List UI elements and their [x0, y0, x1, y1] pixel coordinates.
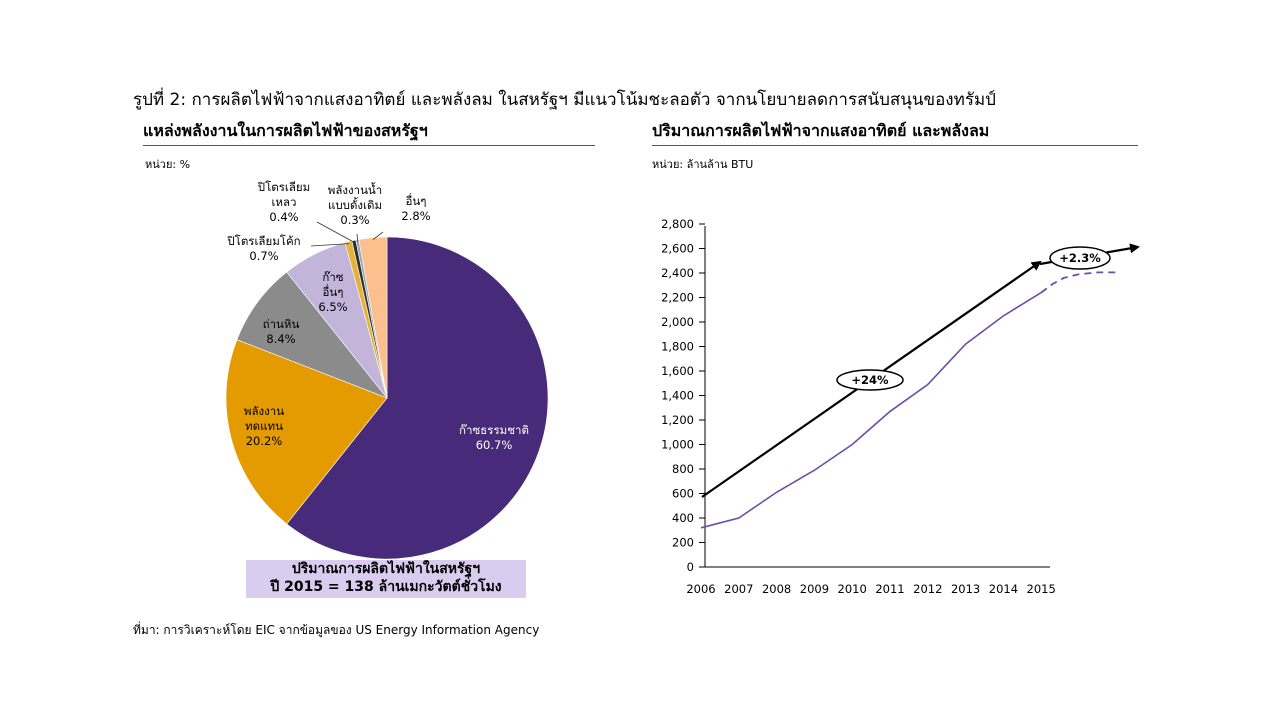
- y-tick-label-3: 600: [672, 487, 694, 501]
- y-tick-label-14: 2,800: [661, 217, 694, 231]
- pie-label-5-line-0: ปิโตรเลียม: [257, 180, 310, 194]
- y-tick-label-5: 1,000: [661, 438, 694, 452]
- y-tick-label-2: 400: [672, 511, 694, 525]
- note-line-1: ปริมาณการผลิตไฟฟ้าในสหรัฐฯ: [291, 561, 481, 577]
- pie-label-2-line-1: 8.4%: [266, 332, 295, 346]
- pie-label-0-line-0: ก๊าซธรรมชาติ: [459, 423, 529, 437]
- pie-label-0-line-1: 60.7%: [476, 438, 513, 452]
- pie-slice-2: [236, 271, 388, 399]
- pie-label-1-line-1: ทดแทน: [245, 419, 283, 433]
- figure-title: รูปที่ 2: การผลิตไฟฟ้าจากแสงอาทิตย์ และพ…: [133, 90, 996, 110]
- x-tick-label-1: 2007: [724, 582, 753, 596]
- x-tick-label-7: 2013: [951, 582, 980, 596]
- pie-label-2-line-0: ถ่านหิน: [263, 317, 300, 331]
- pie-label-4-line-0: ปิโตรเลียมโค้ก: [227, 234, 301, 248]
- trend-label-2: +2.3%: [1059, 251, 1101, 265]
- y-tick-label-11: 2,200: [661, 291, 694, 305]
- y-tick-label-6: 1,200: [661, 413, 694, 427]
- x-tick-label-6: 2012: [913, 582, 942, 596]
- x-tick-label-5: 2011: [875, 582, 904, 596]
- pie-label-6-line-2: 0.3%: [340, 213, 369, 227]
- line-title-divider: [652, 145, 1138, 146]
- pie-label-7-line-1: 2.8%: [401, 209, 430, 223]
- pie-slice-0: [286, 236, 549, 560]
- pie-label-4: ปิโตรเลียมโค้ก0.7%: [227, 234, 349, 263]
- pie-label-3: ก๊าซอื่นๆ6.5%: [318, 270, 347, 314]
- pie-leader-4: [310, 243, 349, 247]
- y-tick-label-7: 1,400: [661, 389, 694, 403]
- pie-title-divider: [143, 145, 595, 146]
- pie-chart-title: แหล่งพลังงานในการผลิตไฟฟ้าของสหรัฐฯ: [143, 121, 428, 140]
- trend-label-1-oval: [836, 369, 904, 391]
- x-tick-label-2: 2008: [762, 582, 791, 596]
- pie-unit-label: หน่วย: %: [145, 158, 191, 171]
- pie-label-7-line-0: อื่นๆ: [405, 193, 426, 208]
- y-tick-label-1: 200: [672, 536, 694, 550]
- pie-label-3-line-1: อื่นๆ: [322, 284, 343, 299]
- pie-label-5-line-1: เหลว: [271, 195, 296, 209]
- x-tick-label-9: 2015: [1027, 582, 1056, 596]
- x-tick-label-3: 2009: [800, 582, 829, 596]
- pie-label-4-line-1: 0.7%: [249, 249, 278, 263]
- pie-label-2: ถ่านหิน8.4%: [263, 317, 300, 346]
- production-note-box: ปริมาณการผลิตไฟฟ้าในสหรัฐฯ ปี 2015 = 138…: [246, 560, 526, 598]
- y-tick-label-0: 0: [687, 560, 694, 574]
- pie-label-1-line-2: 20.2%: [246, 434, 283, 448]
- y-tick-label-4: 800: [672, 462, 694, 476]
- pie-leader-6: [356, 233, 359, 242]
- pie-leader-7: [372, 231, 384, 240]
- x-tick-label-0: 2006: [686, 582, 715, 596]
- trend-label-1: +24%: [851, 373, 889, 387]
- x-tick-label-8: 2014: [989, 582, 1018, 596]
- y-tick-label-13: 2,600: [661, 242, 694, 256]
- pie-label-1-line-0: พลังงาน: [244, 404, 284, 418]
- pie-slice-7: [358, 236, 388, 399]
- line-unit-label: หน่วย: ล้านล้าน BTU: [652, 158, 754, 171]
- y-tick-label-10: 2,000: [661, 315, 694, 329]
- y-tick-label-12: 2,400: [661, 266, 694, 280]
- pie-label-3-line-0: ก๊าซ: [322, 270, 343, 284]
- pie-slice-1: [225, 339, 388, 525]
- y-tick-label-9: 1,800: [661, 340, 694, 354]
- pie-label-6-line-1: แบบดั้งเดิม: [328, 197, 382, 212]
- y-tick-label-8: 1,600: [661, 364, 694, 378]
- series-forecast-line: [1040, 271, 1117, 294]
- series-actual-line: [700, 291, 1042, 529]
- pie-label-3-line-2: 6.5%: [318, 300, 347, 314]
- note-line-2: ปี 2015 = 138 ล้านเมกะวัตต์ชั่วโมง: [270, 579, 502, 595]
- pie-leader-5: [316, 221, 355, 243]
- pie-label-5-line-2: 0.4%: [269, 210, 298, 224]
- x-tick-label-4: 2010: [838, 582, 867, 596]
- pie-label-7: อื่นๆ2.8%: [372, 193, 431, 240]
- pie-label-6-line-0: พลังงานน้ำ: [328, 182, 383, 197]
- pie-label-0: ก๊าซธรรมชาติ60.7%: [459, 423, 529, 452]
- source-note: ที่มา: การวิเคราะห์โดย EIC จากข้อมูลของ …: [133, 623, 540, 637]
- line-chart-title: ปริมาณการผลิตไฟฟ้าจากแสงอาทิตย์ และพลังล…: [652, 121, 990, 140]
- trend-label-2-oval: [1049, 246, 1111, 270]
